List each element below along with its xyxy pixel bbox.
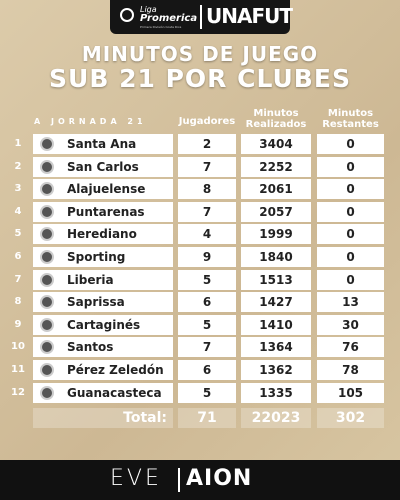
column-header: Minutos Restantes	[322, 108, 379, 130]
value-cell: 0	[317, 201, 384, 222]
value-cell: 6	[178, 292, 236, 313]
column-header: Jugadores	[178, 116, 236, 127]
value-cell: 1410	[241, 314, 311, 335]
crest	[40, 250, 54, 264]
rank: 3	[14, 183, 22, 195]
crest	[40, 340, 54, 355]
rank: 11	[11, 364, 25, 375]
club-cell: Pérez Zeledón	[33, 360, 173, 380]
value-cell: 5	[178, 382, 236, 403]
crest	[40, 159, 54, 174]
footer-divider	[178, 468, 180, 492]
value-cell: 1362	[241, 360, 311, 380]
value-cell: 0	[317, 269, 384, 290]
crest	[40, 272, 54, 287]
logo-ball	[120, 8, 134, 22]
value-cell: 0	[317, 224, 384, 245]
club-cell: Santa Ana	[33, 134, 173, 154]
value-cell: 8	[178, 179, 236, 200]
value-cell: 7	[178, 337, 236, 358]
value-cell: 9	[178, 247, 236, 267]
total-value: 22023	[241, 408, 311, 428]
crest	[40, 204, 54, 219]
value-cell: 0	[317, 179, 384, 200]
total-label: Total:	[33, 408, 173, 428]
crest	[40, 227, 54, 242]
value-cell: 1335	[241, 382, 311, 403]
club-cell: Alajuelense	[33, 179, 173, 200]
footer: EVE AION	[0, 460, 400, 500]
rank: 4	[14, 205, 22, 217]
club-cell: Santos	[33, 337, 173, 358]
value-cell: 30	[317, 314, 384, 335]
footer-left: EVE	[110, 466, 162, 491]
rank: 6	[14, 251, 22, 262]
rank: 1	[14, 138, 22, 149]
column-header: Minutos Realizados	[245, 108, 307, 130]
rank: 8	[14, 296, 22, 308]
title-line: MINUTOS DE JUEGO	[81, 42, 319, 66]
value-cell: 1427	[241, 292, 311, 313]
crest	[40, 182, 54, 197]
club-cell: Saprissa	[33, 292, 173, 313]
club-cell: Guanacasteca	[33, 382, 173, 403]
value-cell: 0	[317, 247, 384, 267]
crest	[40, 317, 54, 332]
total-value: 302	[317, 408, 384, 428]
rank: 9	[14, 318, 22, 330]
value-cell: 13	[317, 292, 384, 313]
club-cell: San Carlos	[33, 156, 173, 177]
value-cell: 0	[317, 156, 384, 177]
rank: 2	[14, 160, 22, 172]
value-cell: 4	[178, 224, 236, 245]
value-cell: 1840	[241, 247, 311, 267]
logo-sub: Primera División Costa Rica	[140, 25, 182, 29]
value-cell: 2252	[241, 156, 311, 177]
rank: 7	[14, 273, 22, 285]
value-cell: 1513	[241, 269, 311, 290]
value-cell: 7	[178, 201, 236, 222]
value-cell: 76	[317, 337, 384, 358]
subtitle: A JORNADA 21	[34, 117, 147, 126]
value-cell: 3404	[241, 134, 311, 154]
club-cell: Puntarenas	[33, 201, 173, 222]
brand: UNAFUT	[206, 4, 293, 28]
club-cell: Herediano	[33, 224, 173, 245]
crest	[40, 363, 54, 377]
value-cell: 5	[178, 269, 236, 290]
value-cell: 1364	[241, 337, 311, 358]
value-cell: 2061	[241, 179, 311, 200]
value-cell: 78	[317, 360, 384, 380]
club-cell: Sporting	[33, 247, 173, 267]
value-cell: 6	[178, 360, 236, 380]
divider	[200, 5, 202, 29]
header-tab: Liga Promerica Primera División Costa Ri…	[110, 0, 293, 34]
total-value: 71	[178, 408, 236, 428]
club-cell: Cartaginés	[33, 314, 173, 335]
crest	[40, 385, 54, 400]
value-cell: 5	[178, 314, 236, 335]
club-cell: Liberia	[33, 269, 173, 290]
footer-right: AION	[186, 466, 253, 491]
logo-main: Promerica	[140, 13, 198, 24]
logo-small: Liga	[140, 5, 157, 14]
crest	[40, 137, 54, 151]
value-cell: 0	[317, 134, 384, 154]
rank: 5	[14, 228, 22, 240]
value-cell: 2	[178, 134, 236, 154]
value-cell: 1999	[241, 224, 311, 245]
crest	[40, 295, 54, 310]
rank: 12	[11, 386, 25, 398]
value-cell: 105	[317, 382, 384, 403]
title-line: SUB 21 POR CLUBES	[49, 64, 351, 93]
value-cell: 7	[178, 156, 236, 177]
rank: 10	[11, 341, 25, 353]
value-cell: 2057	[241, 201, 311, 222]
